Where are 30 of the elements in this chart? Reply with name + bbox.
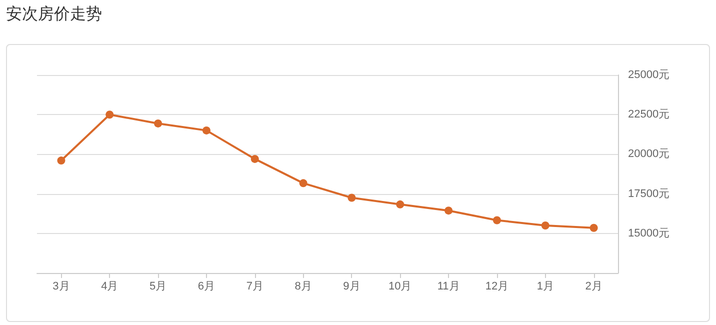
x-tick-label: 4月 <box>101 280 118 292</box>
x-tick-label: 11月 <box>437 280 460 292</box>
y-tick-label: 25000元 <box>628 69 670 81</box>
x-tick-label: 6月 <box>198 280 216 292</box>
x-tick-label: 7月 <box>246 280 264 292</box>
point <box>396 200 404 208</box>
x-tick-label: 8月 <box>294 280 312 292</box>
x-tick-label: 2月 <box>585 280 602 292</box>
y-tick-label: 22500元 <box>628 108 670 121</box>
point <box>541 221 550 230</box>
point <box>154 119 162 128</box>
point <box>57 156 66 165</box>
point <box>250 154 259 163</box>
point <box>590 224 598 232</box>
x-tick-label: 9月 <box>343 280 360 292</box>
y-tick-label: 15000元 <box>628 227 670 240</box>
y-tick-label: 17500元 <box>628 188 670 200</box>
point <box>299 179 308 188</box>
x-tick-label: 1月 <box>536 280 554 292</box>
point <box>348 194 356 202</box>
point <box>444 206 453 215</box>
x-tick-label: 3月 <box>52 280 70 292</box>
x-tick-label: 12月 <box>485 280 509 292</box>
point <box>492 216 501 224</box>
point <box>202 126 210 134</box>
y-tick-label: 20000元 <box>628 148 670 160</box>
point <box>106 110 114 119</box>
x-tick-label: 5月 <box>149 280 167 292</box>
chart-title: 安次房价走势 <box>6 4 102 25</box>
x-tick-label: 10月 <box>388 280 412 292</box>
